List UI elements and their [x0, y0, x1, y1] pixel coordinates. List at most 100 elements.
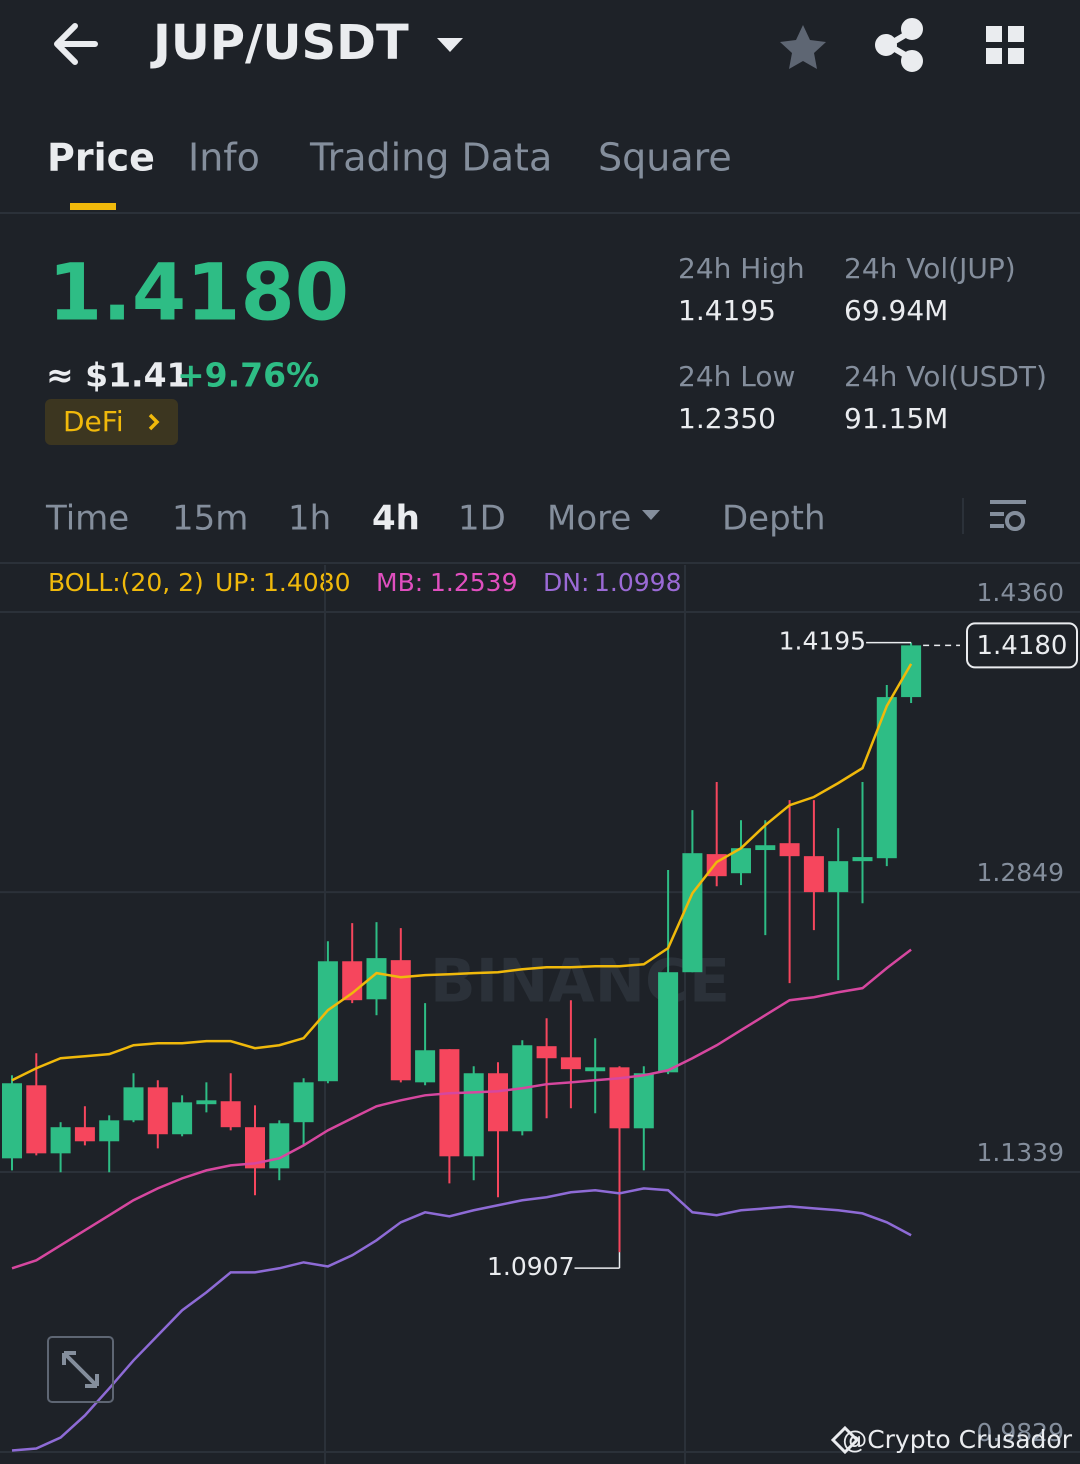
- chart-settings[interactable]: [990, 500, 1026, 531]
- price-change: +9.76%: [177, 356, 319, 395]
- watermark: BINANCE: [430, 947, 730, 1017]
- candle-body: [2, 1083, 22, 1159]
- tab[interactable]: Trading Data: [309, 136, 552, 180]
- candle-body: [415, 1050, 436, 1083]
- grid-cell: [986, 48, 1002, 64]
- expand-frame: [47, 1336, 114, 1403]
- favorite-star[interactable]: [780, 25, 826, 69]
- credit: @Crypto Crusador: [842, 1425, 1073, 1454]
- candle-body: [633, 1073, 654, 1129]
- interval[interactable]: Depth: [722, 499, 826, 539]
- candle-body: [74, 1127, 95, 1142]
- indicator-label: DN:: [543, 568, 589, 597]
- back-button[interactable]: [54, 23, 98, 65]
- candle-body: [99, 1120, 120, 1142]
- annotation-label: 1.4195: [779, 627, 866, 656]
- interval[interactable]: 1h: [288, 499, 331, 539]
- candle-body: [317, 961, 338, 1082]
- tab-indicator: [70, 203, 116, 210]
- grid-menu[interactable]: [986, 26, 1024, 64]
- candle-body: [50, 1127, 71, 1154]
- grid-cell: [1008, 26, 1024, 42]
- candle-body: [731, 848, 751, 874]
- stat-value: 69.94M: [844, 294, 948, 327]
- tab[interactable]: Info: [188, 136, 260, 180]
- share-button[interactable]: [875, 18, 923, 72]
- share-dot: [875, 34, 897, 56]
- interval[interactable]: Time: [45, 499, 129, 539]
- settings-bar: [990, 524, 1004, 528]
- plot: 1.4360 1.2849 1.1339 0.9829 1.4195 1.0907 1.41…: [0, 578, 1080, 1453]
- candle-body: [147, 1087, 168, 1135]
- credit-icon: [830, 1425, 860, 1455]
- divider: [0, 212, 1080, 214]
- tab[interactable]: Square: [598, 136, 732, 180]
- candle-body: [560, 1057, 581, 1070]
- candle-body: [536, 1046, 557, 1059]
- share-dot: [901, 50, 923, 72]
- interval[interactable]: 4h: [372, 499, 420, 539]
- candle-body: [755, 845, 776, 851]
- indicator-label: MB:: [376, 568, 423, 597]
- share-dot: [901, 18, 923, 40]
- candle-body: [196, 1100, 217, 1105]
- indicator-line: [11, 1187, 912, 1452]
- candle-body: [245, 1127, 265, 1169]
- stat-value: 1.2350: [678, 402, 776, 435]
- indicator-title: BOLL:(20, 2): [48, 568, 204, 597]
- tag-text: DeFi: [63, 405, 124, 438]
- candle-body: [658, 972, 679, 1073]
- interval[interactable]: 15m: [172, 499, 248, 539]
- tab[interactable]: Price: [47, 136, 155, 180]
- tag-badge[interactable]: [45, 399, 178, 445]
- stat-label: 24h Vol(USDT): [844, 360, 1047, 393]
- stat-label: 24h High: [678, 252, 805, 285]
- indicator-line: [11, 948, 912, 1270]
- candle-body: [901, 645, 922, 698]
- more-dropdown[interactable]: [642, 510, 660, 520]
- grid-cell: [1008, 48, 1024, 64]
- interval[interactable]: More: [547, 499, 631, 539]
- last-price: 1.4180: [48, 248, 349, 338]
- fiat-price: ≈ $1.41: [46, 356, 190, 395]
- pair-dropdown[interactable]: [437, 38, 463, 52]
- indicator-value: 1.4080: [263, 568, 350, 597]
- back-arrow: [54, 23, 98, 65]
- expand-button[interactable]: [47, 1336, 114, 1403]
- candle-body: [366, 958, 387, 1000]
- candle-body: [172, 1102, 193, 1135]
- settings-bar: [990, 512, 1004, 516]
- candle-body: [293, 1082, 314, 1123]
- annotation-label: 1.0907: [487, 1252, 574, 1281]
- stat-value: 1.4195: [678, 294, 776, 327]
- indicator-line: [11, 663, 913, 1082]
- indicator-value: 1.0998: [594, 568, 681, 597]
- candle-body: [123, 1087, 144, 1121]
- candle-body: [852, 857, 873, 862]
- candle-body: [463, 1073, 484, 1157]
- settings-bar: [990, 500, 1026, 504]
- candle-body: [269, 1123, 290, 1169]
- stat-label: 24h Vol(JUP): [844, 252, 1016, 285]
- candle-body: [876, 697, 897, 859]
- tag-chevron: [148, 413, 160, 431]
- divider: [0, 562, 1080, 564]
- candle-body: [779, 843, 800, 857]
- expand-arrows: [62, 1351, 99, 1388]
- candle-body: [439, 1049, 460, 1157]
- candle-body: [585, 1067, 606, 1072]
- y-tick-label: 0.9829: [977, 1418, 1064, 1447]
- candle-body: [488, 1073, 508, 1132]
- pair-title[interactable]: JUP/USDT: [150, 15, 409, 71]
- last-price-tag: [966, 622, 1078, 669]
- indicator-value: 1.2539: [430, 568, 517, 597]
- candle-body: [803, 856, 824, 893]
- candle-body: [828, 861, 849, 893]
- stat-label: 24h Low: [678, 360, 795, 393]
- stat-value: 91.15M: [844, 402, 948, 435]
- candle-body: [26, 1085, 47, 1154]
- interval[interactable]: 1D: [458, 499, 506, 539]
